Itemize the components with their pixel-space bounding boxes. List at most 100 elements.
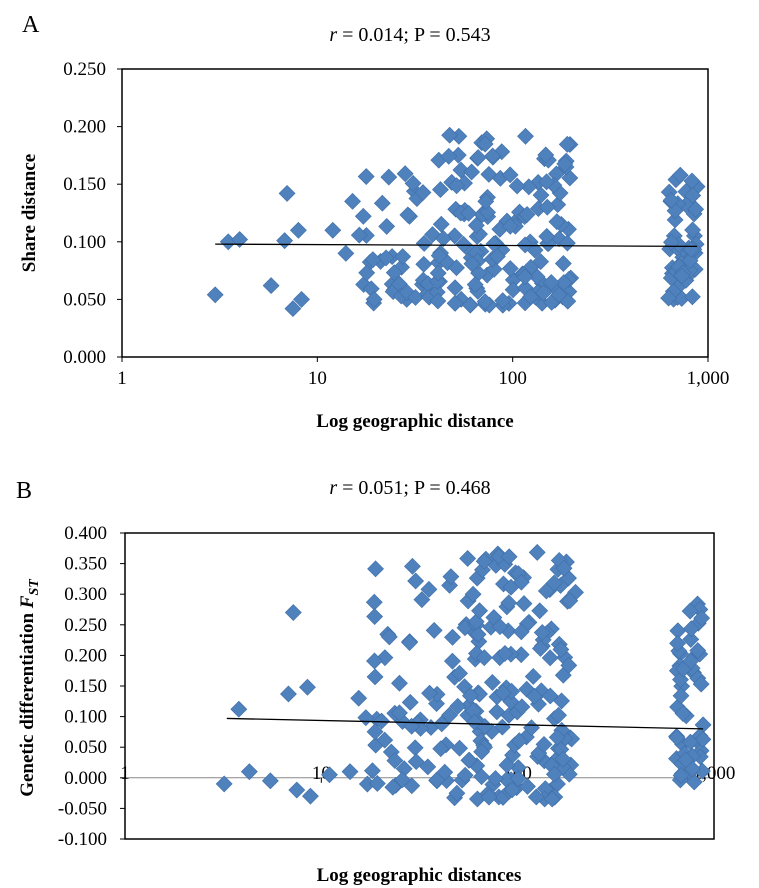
data-point (444, 652, 461, 670)
y-tick-labels-b: -0.100 -0.050 0.000 0.050 0.100 0.150 0.200 0.2… (58, 523, 125, 850)
y-tick-label: 0.100 (63, 232, 106, 253)
data-point (531, 602, 549, 620)
data-point (469, 149, 487, 167)
data-point (494, 684, 512, 702)
data-point (517, 127, 534, 145)
data-point (501, 217, 519, 235)
data-point (366, 608, 384, 625)
data-point (560, 656, 578, 674)
data-point (500, 594, 518, 612)
data-point (302, 787, 319, 805)
data-point (684, 187, 702, 204)
trendline-a (215, 243, 698, 248)
y-axis-label-sym-b: F (17, 595, 38, 609)
data-point (415, 235, 433, 252)
y-tick-label: 0.300 (64, 584, 107, 605)
data-point (538, 198, 556, 216)
data-point (668, 729, 686, 747)
data-point (278, 184, 296, 202)
data-point (366, 668, 384, 686)
data-point (206, 286, 224, 304)
data-point (446, 294, 464, 312)
data-point (689, 642, 707, 659)
data-point (440, 147, 458, 165)
y-axis-label-b: Genetic differentiation FST (17, 578, 42, 797)
data-point (366, 723, 384, 741)
data-point (681, 733, 699, 751)
data-point (515, 595, 533, 613)
title-r-a: r (329, 24, 337, 46)
data-point (542, 274, 560, 291)
data-point (545, 765, 563, 783)
title-rest-a: = 0.014; P = 0.543 (337, 24, 491, 46)
data-point (479, 203, 497, 221)
data-point (446, 227, 464, 245)
data-point (380, 168, 398, 186)
data-point (350, 226, 368, 244)
data-point (448, 259, 465, 277)
data-point (364, 251, 382, 269)
data-point (498, 756, 516, 774)
data-point (508, 177, 526, 195)
data-point (682, 652, 700, 670)
data-point (461, 687, 479, 705)
data-point (466, 713, 483, 731)
data-point (543, 790, 561, 808)
data-point (694, 730, 712, 748)
data-point (448, 177, 466, 195)
data-point (553, 692, 570, 710)
chart-title-b: r = 0.051; P = 0.468 (329, 477, 490, 499)
data-point (414, 184, 432, 201)
data-point (442, 568, 460, 586)
plot-frame-a (121, 68, 709, 358)
data-point (469, 625, 487, 643)
data-point (240, 763, 258, 781)
data-point (368, 775, 386, 792)
data-point (341, 763, 359, 781)
data-point (386, 752, 404, 770)
title-r-b: r (329, 477, 337, 499)
data-point (669, 634, 686, 652)
data-point (407, 753, 425, 771)
data-point (429, 292, 447, 310)
data-point (693, 609, 711, 627)
data-point (550, 286, 568, 304)
x-axis-label-a: Log geographic distance (316, 411, 513, 432)
y-tick-label: 0.400 (64, 523, 107, 544)
y-tick-labels-a: 0.000 0.050 0.100 0.150 0.200 0.250 (63, 59, 122, 368)
data-point (460, 204, 478, 222)
data-point (363, 762, 381, 780)
data-point (460, 751, 478, 769)
data-point (518, 206, 536, 223)
data-point (537, 146, 555, 164)
data-point (516, 268, 534, 286)
x-tick-label: 1 (117, 368, 127, 389)
data-point (672, 687, 690, 705)
data-point (463, 163, 481, 181)
data-point (475, 649, 493, 667)
data-point (682, 630, 700, 648)
data-point (373, 712, 390, 730)
data-point (365, 290, 383, 308)
data-point (473, 768, 491, 786)
x-tick-label: 10 (308, 368, 327, 389)
data-point (548, 213, 566, 231)
data-point (483, 674, 501, 691)
data-point (463, 255, 481, 273)
data-point (484, 147, 502, 165)
title-rest-b: = 0.051; P = 0.468 (337, 477, 491, 499)
data-point (467, 216, 485, 234)
data-point (558, 135, 576, 153)
data-point (407, 289, 424, 306)
data-point (276, 232, 294, 250)
y-tick-label: 0.350 (64, 554, 107, 575)
data-point (321, 766, 338, 784)
data-point (452, 161, 470, 179)
data-point (350, 689, 368, 707)
data-point (534, 284, 552, 302)
data-point (337, 244, 355, 262)
data-point (461, 296, 479, 314)
data-point (215, 775, 233, 793)
data-point (556, 155, 574, 173)
data-point (404, 174, 422, 192)
